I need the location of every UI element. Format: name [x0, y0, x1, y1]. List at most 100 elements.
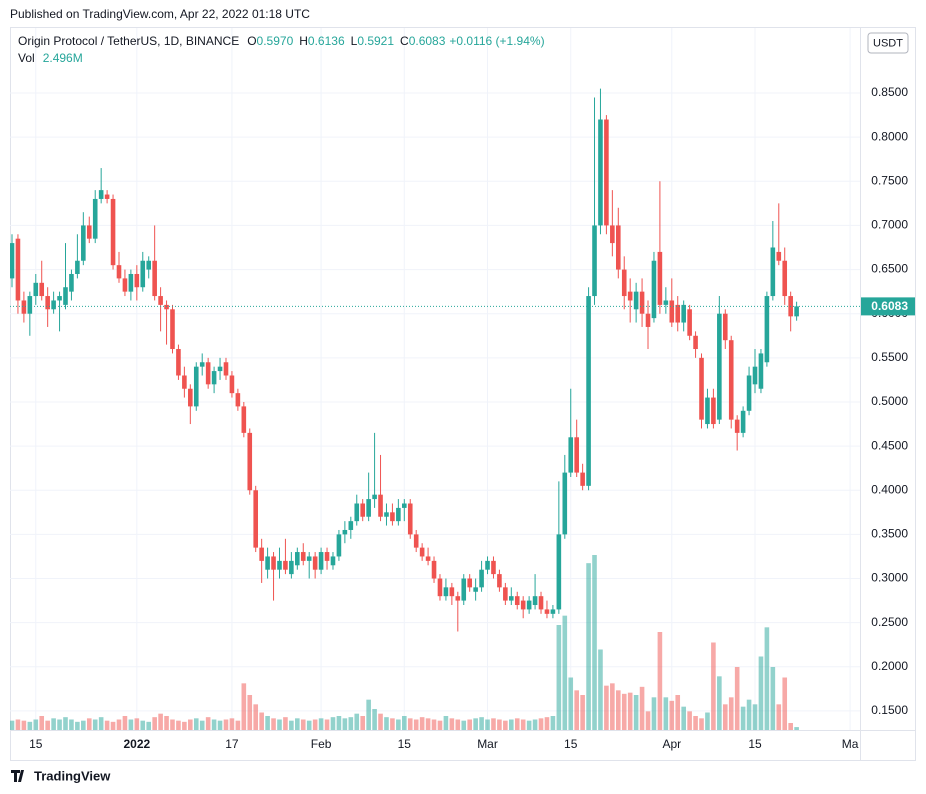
candle-body	[473, 587, 478, 592]
candle-body	[758, 353, 764, 389]
candle-body	[705, 397, 710, 425]
logo-icon	[11, 770, 24, 782]
candle-body	[199, 362, 205, 367]
volume-bar	[360, 716, 365, 730]
volume-bar	[33, 719, 39, 730]
volume-bar	[104, 720, 110, 730]
candle-body	[229, 375, 235, 394]
candle-body	[193, 366, 199, 407]
volume-bar	[10, 720, 15, 730]
y-tick-label: 0.6500	[871, 262, 908, 276]
candle-body	[675, 304, 681, 323]
volume-bar	[140, 720, 146, 730]
volume-bar	[497, 719, 502, 730]
candle-body	[158, 296, 163, 305]
volume-bar	[592, 555, 597, 730]
candle-body	[384, 512, 389, 517]
publisher: Published on TradingView.com, Apr 22, 20…	[10, 7, 310, 21]
candle-body	[550, 609, 556, 614]
volume-bar	[687, 711, 692, 730]
candle-body	[485, 560, 490, 570]
volume-bar	[253, 704, 259, 730]
volume-bar	[407, 718, 413, 730]
volume-bar	[586, 563, 591, 730]
x-tick-label: Apr	[662, 737, 681, 751]
volume-bar	[449, 718, 455, 730]
volume-bar	[580, 695, 585, 730]
volume-bar	[75, 721, 80, 730]
candle-body	[657, 251, 663, 305]
volume-bar	[289, 720, 294, 730]
volume-bar	[164, 716, 169, 730]
price-tag	[861, 297, 915, 316]
candle-body	[69, 273, 74, 292]
candle-body	[205, 362, 211, 385]
volume-bar	[217, 720, 223, 730]
ohlc-value: 0.6136	[308, 34, 345, 48]
candle-body	[568, 437, 574, 473]
frame	[10, 27, 916, 761]
volume-bar	[158, 713, 163, 730]
volume-bar	[514, 718, 520, 730]
volume-bar	[550, 716, 556, 730]
volume-bar	[63, 717, 68, 730]
volume-bar	[247, 695, 253, 730]
volume-bar	[199, 720, 205, 730]
candle-body	[390, 512, 395, 522]
candle-body	[235, 393, 241, 407]
candle-body	[98, 190, 104, 199]
candle-body	[503, 587, 508, 601]
y-tick-label: 0.7500	[871, 173, 908, 187]
candle-body	[182, 375, 187, 389]
candle-body	[21, 300, 27, 314]
candle-body	[104, 194, 110, 199]
volume-bar	[354, 713, 360, 730]
volume-bar	[675, 695, 681, 730]
candle-body	[10, 243, 15, 279]
volume-bar	[425, 718, 431, 730]
volume-bar	[503, 720, 508, 730]
candle-body	[449, 587, 455, 597]
candle-body	[259, 547, 264, 561]
y-tick-label: 0.2500	[871, 615, 908, 629]
ohlc-label: L	[351, 34, 358, 48]
candle-body	[722, 313, 728, 341]
volume-header: Vol 2.496M	[18, 51, 83, 65]
candle-body	[134, 273, 140, 288]
volume-bar	[205, 717, 211, 730]
candle-body	[615, 225, 621, 270]
volume-bar	[39, 716, 45, 730]
candle-body	[740, 410, 746, 433]
volume-bar	[295, 718, 300, 730]
y-tick-label: 0.1500	[871, 703, 908, 717]
volume-bar	[324, 719, 330, 730]
volume-bar	[146, 721, 152, 730]
volume-bar	[764, 627, 770, 730]
candle-body	[63, 287, 68, 305]
y-tick-label: 0.3000	[871, 571, 908, 585]
candle-body	[217, 366, 223, 372]
candle-body	[247, 432, 253, 491]
candle-body	[693, 335, 698, 350]
volume-bar	[110, 721, 116, 730]
candle-body	[425, 556, 431, 561]
candle-body	[514, 596, 520, 606]
volume-bar	[699, 718, 704, 730]
volume-bar	[27, 721, 33, 730]
candle-body	[752, 366, 758, 385]
volume-bar	[378, 713, 383, 730]
volume-bar	[509, 719, 514, 730]
candle-body	[360, 503, 365, 517]
volume-bar	[223, 719, 229, 730]
currency-box[interactable]	[867, 32, 909, 54]
volume-bar	[193, 718, 199, 730]
candle-body	[586, 296, 591, 486]
candle-body	[92, 198, 98, 239]
candle-body	[544, 609, 550, 614]
candle-body	[110, 198, 116, 266]
volume-bar	[639, 686, 645, 730]
volume-bar	[265, 716, 270, 730]
candle-body	[443, 587, 449, 597]
volume-bar	[306, 720, 312, 730]
